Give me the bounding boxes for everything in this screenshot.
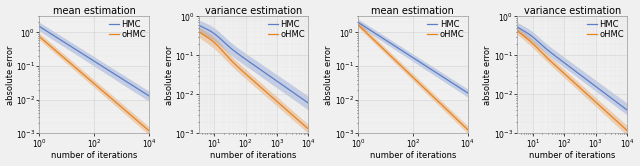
HMC (421, 65, 429, 67)
Line: HMC: HMC (358, 22, 468, 93)
HMC (419, 63, 427, 65)
oHMC (135, 121, 143, 123)
oHMC (36, 36, 44, 38)
X-axis label: number of iterations: number of iterations (211, 151, 297, 161)
oHMC (195, 31, 203, 33)
oHMC (464, 129, 472, 131)
oHMC (354, 24, 362, 26)
oHMC (128, 115, 136, 117)
HMC (294, 95, 302, 97)
Line: HMC: HMC (517, 27, 627, 110)
Legend: HMC, oHMC: HMC, oHMC (426, 19, 465, 40)
oHMC (262, 91, 269, 93)
oHMC (36, 36, 44, 38)
HMC (260, 71, 268, 73)
Y-axis label: absolute error: absolute error (165, 45, 174, 105)
HMC (447, 81, 454, 83)
HMC (354, 21, 362, 23)
HMC (145, 95, 153, 97)
HMC (464, 92, 472, 94)
Line: oHMC: oHMC (358, 25, 468, 130)
HMC (606, 96, 614, 98)
Y-axis label: absolute error: absolute error (483, 45, 492, 105)
HMC (454, 85, 461, 87)
HMC (513, 26, 521, 28)
HMC (36, 25, 44, 27)
Legend: HMC, oHMC: HMC, oHMC (108, 19, 147, 40)
HMC (514, 26, 522, 28)
HMC (260, 71, 268, 73)
Line: oHMC: oHMC (517, 31, 627, 130)
oHMC (305, 128, 312, 130)
HMC (101, 67, 109, 69)
HMC (128, 84, 136, 86)
HMC (195, 24, 203, 26)
oHMC (260, 89, 268, 91)
HMC (579, 76, 586, 78)
Title: mean estimation: mean estimation (53, 5, 136, 16)
oHMC (606, 114, 614, 116)
HMC (579, 75, 586, 77)
X-axis label: number of iterations: number of iterations (370, 151, 456, 161)
oHMC (294, 119, 302, 121)
oHMC (613, 120, 621, 122)
HMC (287, 90, 295, 92)
HMC (355, 22, 362, 24)
oHMC (623, 129, 631, 131)
oHMC (419, 86, 427, 88)
HMC (262, 72, 269, 74)
Line: oHMC: oHMC (198, 32, 308, 129)
Line: HMC: HMC (198, 25, 308, 103)
HMC (580, 77, 588, 79)
oHMC (513, 30, 521, 32)
oHMC (514, 30, 522, 32)
HMC (613, 101, 621, 103)
oHMC (421, 88, 429, 90)
oHMC (145, 130, 153, 132)
X-axis label: number of iterations: number of iterations (51, 151, 138, 161)
Y-axis label: absolute error: absolute error (6, 45, 15, 105)
Title: variance estimation: variance estimation (205, 5, 302, 16)
HMC (36, 26, 44, 28)
HMC (623, 109, 631, 111)
Line: HMC: HMC (40, 26, 149, 96)
oHMC (260, 89, 268, 91)
Legend: HMC, oHMC: HMC, oHMC (586, 19, 625, 40)
HMC (195, 24, 202, 26)
oHMC (580, 91, 588, 93)
HMC (102, 68, 110, 70)
Title: mean estimation: mean estimation (371, 5, 454, 16)
HMC (419, 63, 427, 65)
oHMC (287, 113, 295, 115)
oHMC (454, 119, 461, 121)
oHMC (101, 92, 109, 94)
Line: oHMC: oHMC (40, 37, 149, 131)
HMC (100, 67, 108, 69)
oHMC (447, 112, 454, 114)
oHMC (419, 86, 427, 88)
Legend: HMC, oHMC: HMC, oHMC (267, 19, 306, 40)
Y-axis label: absolute error: absolute error (324, 45, 333, 105)
oHMC (195, 31, 202, 33)
oHMC (100, 91, 108, 93)
oHMC (355, 24, 362, 26)
oHMC (102, 93, 110, 95)
X-axis label: number of iterations: number of iterations (529, 151, 615, 161)
HMC (135, 88, 143, 90)
Title: variance estimation: variance estimation (524, 5, 621, 16)
oHMC (579, 89, 586, 91)
oHMC (579, 89, 586, 91)
HMC (305, 102, 312, 104)
